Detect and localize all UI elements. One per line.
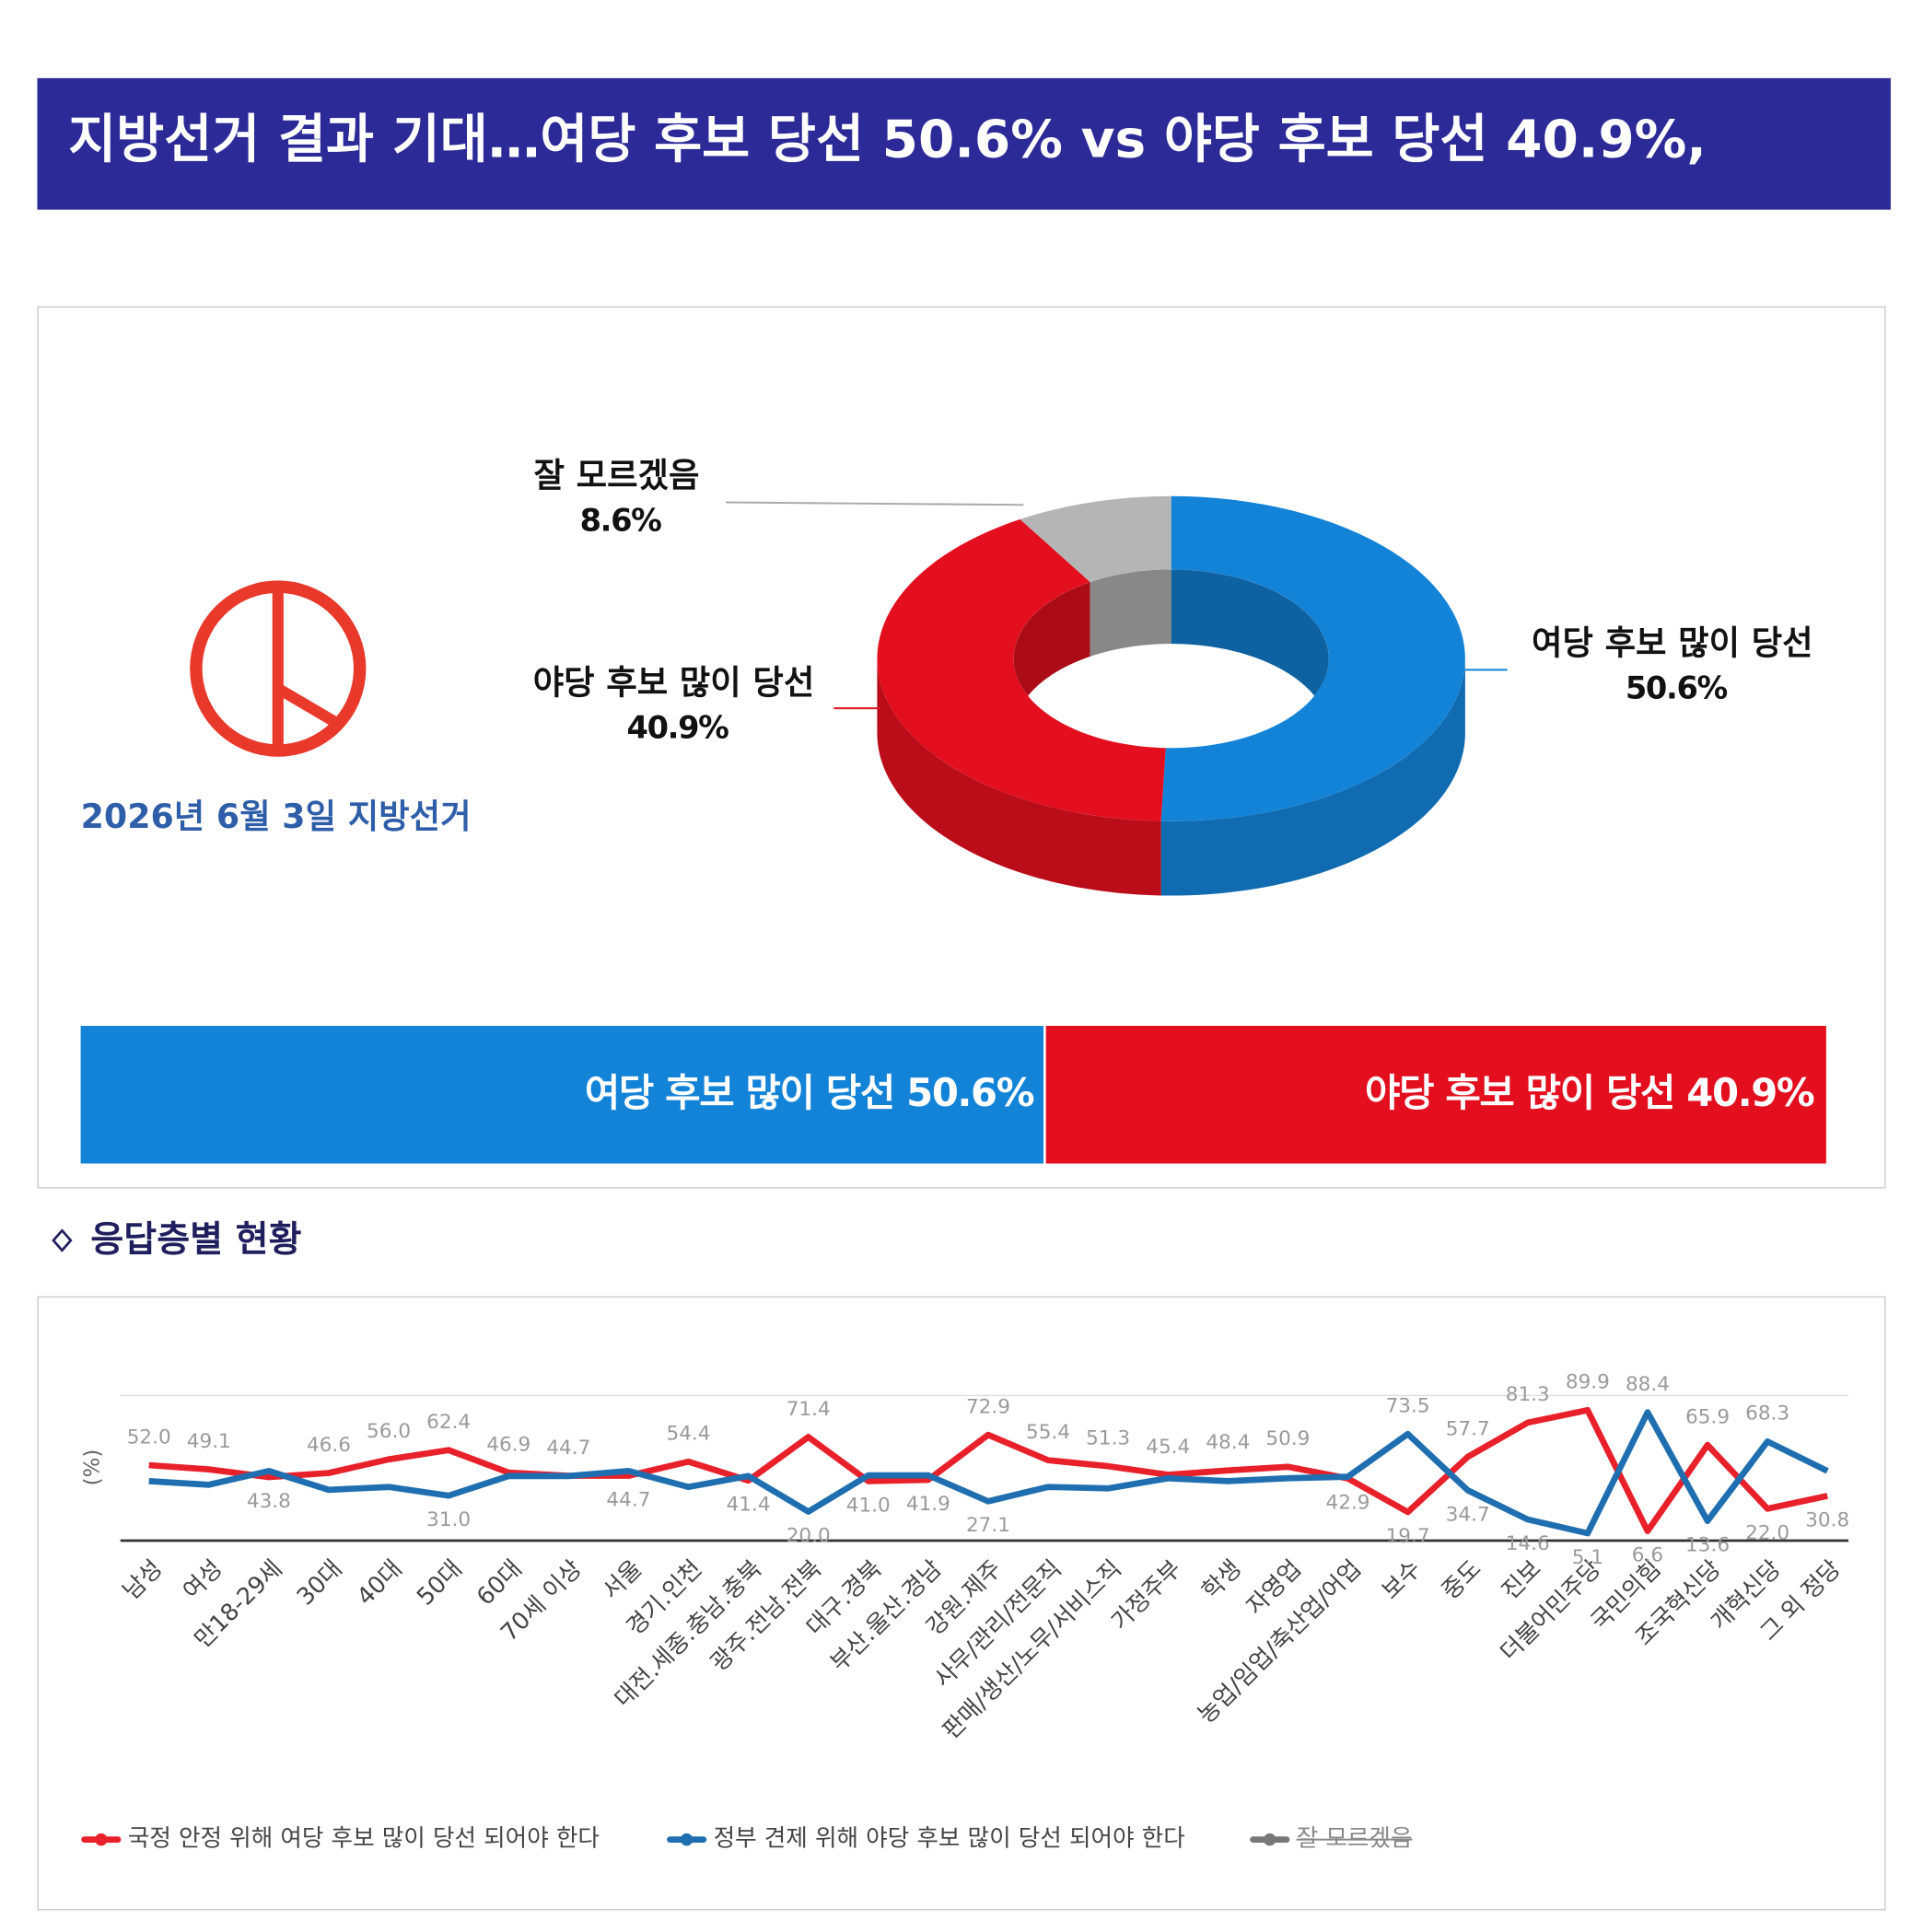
section-bullet xyxy=(52,1228,73,1252)
data-label: 30.8 xyxy=(1805,1508,1849,1531)
data-label: 88.4 xyxy=(1626,1373,1670,1396)
donut-inner-wall xyxy=(1090,569,1171,657)
data-label: 41.9 xyxy=(906,1493,950,1516)
stacked-bar: 여당 후보 많이 당선 50.6% 야당 후보 많이 당선 40.9% xyxy=(80,1025,1826,1164)
bar-segment xyxy=(80,1025,1044,1164)
donut-chart: 여당 후보 많이 당선 50.6% 야당 후보 많이 당선 40.9% 잘 모르겠음 8.… xyxy=(533,456,1813,896)
slice-label: 야당 후보 많이 당선 xyxy=(533,663,815,703)
data-label: 52.0 xyxy=(127,1426,171,1449)
data-label: 41.0 xyxy=(846,1494,891,1517)
header-title: 지방선거 결과 기대…여당 후보 당선 50.6% vs 야당 후보 당선 40… xyxy=(68,110,1707,170)
line-panel xyxy=(37,1296,1886,1911)
header-bar xyxy=(37,77,1891,210)
logo xyxy=(190,580,367,757)
data-label: 41.4 xyxy=(727,1494,771,1517)
slice-value: 40.9% xyxy=(627,710,729,746)
legend-dot xyxy=(1264,1833,1276,1846)
legend-dot xyxy=(680,1833,693,1846)
data-label: 71.4 xyxy=(787,1398,831,1421)
data-label: 5.1 xyxy=(1572,1546,1603,1569)
data-label: 46.6 xyxy=(307,1434,351,1457)
data-label: 22.0 xyxy=(1745,1521,1789,1544)
data-label: 44.7 xyxy=(606,1489,650,1512)
data-label: 31.0 xyxy=(426,1508,471,1531)
data-label: 54.4 xyxy=(667,1423,711,1446)
donut-hole xyxy=(1013,569,1329,734)
section-title: 응답층별 현황 xyxy=(90,1219,301,1261)
donut-inner-wall xyxy=(1013,582,1090,734)
legend-dot xyxy=(95,1833,108,1846)
slice-value: 8.6% xyxy=(580,503,662,539)
logo-caption: 2026년 6월 3일 지방선거 xyxy=(81,797,472,836)
data-label: 49.1 xyxy=(187,1430,231,1453)
data-label: 46.9 xyxy=(486,1433,530,1456)
bar-category: 야당 후보 많이 당선 xyxy=(1365,1069,1674,1114)
legend-label: 국정 안정 위해 여당 후보 많이 당선 되어야 한다 xyxy=(128,1825,600,1853)
leader-line xyxy=(726,501,1024,506)
bar-label: 야당 후보 많이 당선 40.9% xyxy=(1365,1069,1814,1114)
donut-side xyxy=(877,658,1161,896)
data-label: 50.9 xyxy=(1265,1427,1310,1450)
donut-side xyxy=(1160,658,1465,896)
data-label: 48.4 xyxy=(1206,1431,1250,1454)
data-label: 44.7 xyxy=(546,1437,590,1460)
data-label: 42.9 xyxy=(1326,1491,1370,1514)
data-label: 34.7 xyxy=(1446,1503,1490,1526)
slice-label: 잘 모르겠음 xyxy=(534,456,700,495)
data-label: 20.0 xyxy=(787,1524,831,1547)
legend-label: 정부 견제 위해 야당 후보 많이 당선 되어야 한다 xyxy=(714,1825,1185,1853)
bar-value: 50.6% xyxy=(906,1069,1034,1114)
logo-stroke xyxy=(274,683,338,727)
data-label: 14.6 xyxy=(1506,1532,1550,1555)
data-label: 19.7 xyxy=(1386,1525,1430,1548)
data-label: 13.6 xyxy=(1685,1534,1730,1557)
data-label: 56.0 xyxy=(367,1420,411,1443)
data-label: 68.3 xyxy=(1745,1402,1789,1426)
data-label: 81.3 xyxy=(1506,1383,1550,1406)
data-label: 43.8 xyxy=(247,1490,291,1513)
bar-value: 40.9% xyxy=(1686,1069,1814,1114)
donut-segment xyxy=(877,518,1166,821)
data-label: 89.9 xyxy=(1566,1371,1610,1394)
data-label: 72.9 xyxy=(966,1395,1010,1418)
slice-value: 50.6% xyxy=(1626,669,1728,705)
data-label: 6.6 xyxy=(1632,1544,1663,1567)
series-line xyxy=(148,1409,1829,1537)
data-label: 51.3 xyxy=(1086,1427,1130,1450)
slice-label: 여당 후보 많이 당선 xyxy=(1532,623,1813,662)
donut-segment xyxy=(1160,495,1465,821)
series-line xyxy=(148,1406,1828,1534)
data-label: 55.4 xyxy=(1026,1421,1070,1444)
data-label: 27.1 xyxy=(966,1514,1010,1537)
y-axis-label: (%) xyxy=(81,1449,105,1486)
data-label: 45.4 xyxy=(1146,1436,1190,1459)
data-label: 73.5 xyxy=(1386,1395,1430,1418)
bar-category: 여당 후보 많이 당선 xyxy=(585,1069,894,1114)
data-label: 62.4 xyxy=(426,1411,471,1434)
data-label: 57.7 xyxy=(1446,1417,1490,1440)
bar-segment xyxy=(1045,1025,1826,1164)
data-label: 65.9 xyxy=(1685,1406,1730,1429)
bar-label: 여당 후보 많이 당선 50.6% xyxy=(585,1069,1034,1114)
donut-inner-wall xyxy=(1171,569,1329,734)
donut-segment xyxy=(1020,495,1171,583)
